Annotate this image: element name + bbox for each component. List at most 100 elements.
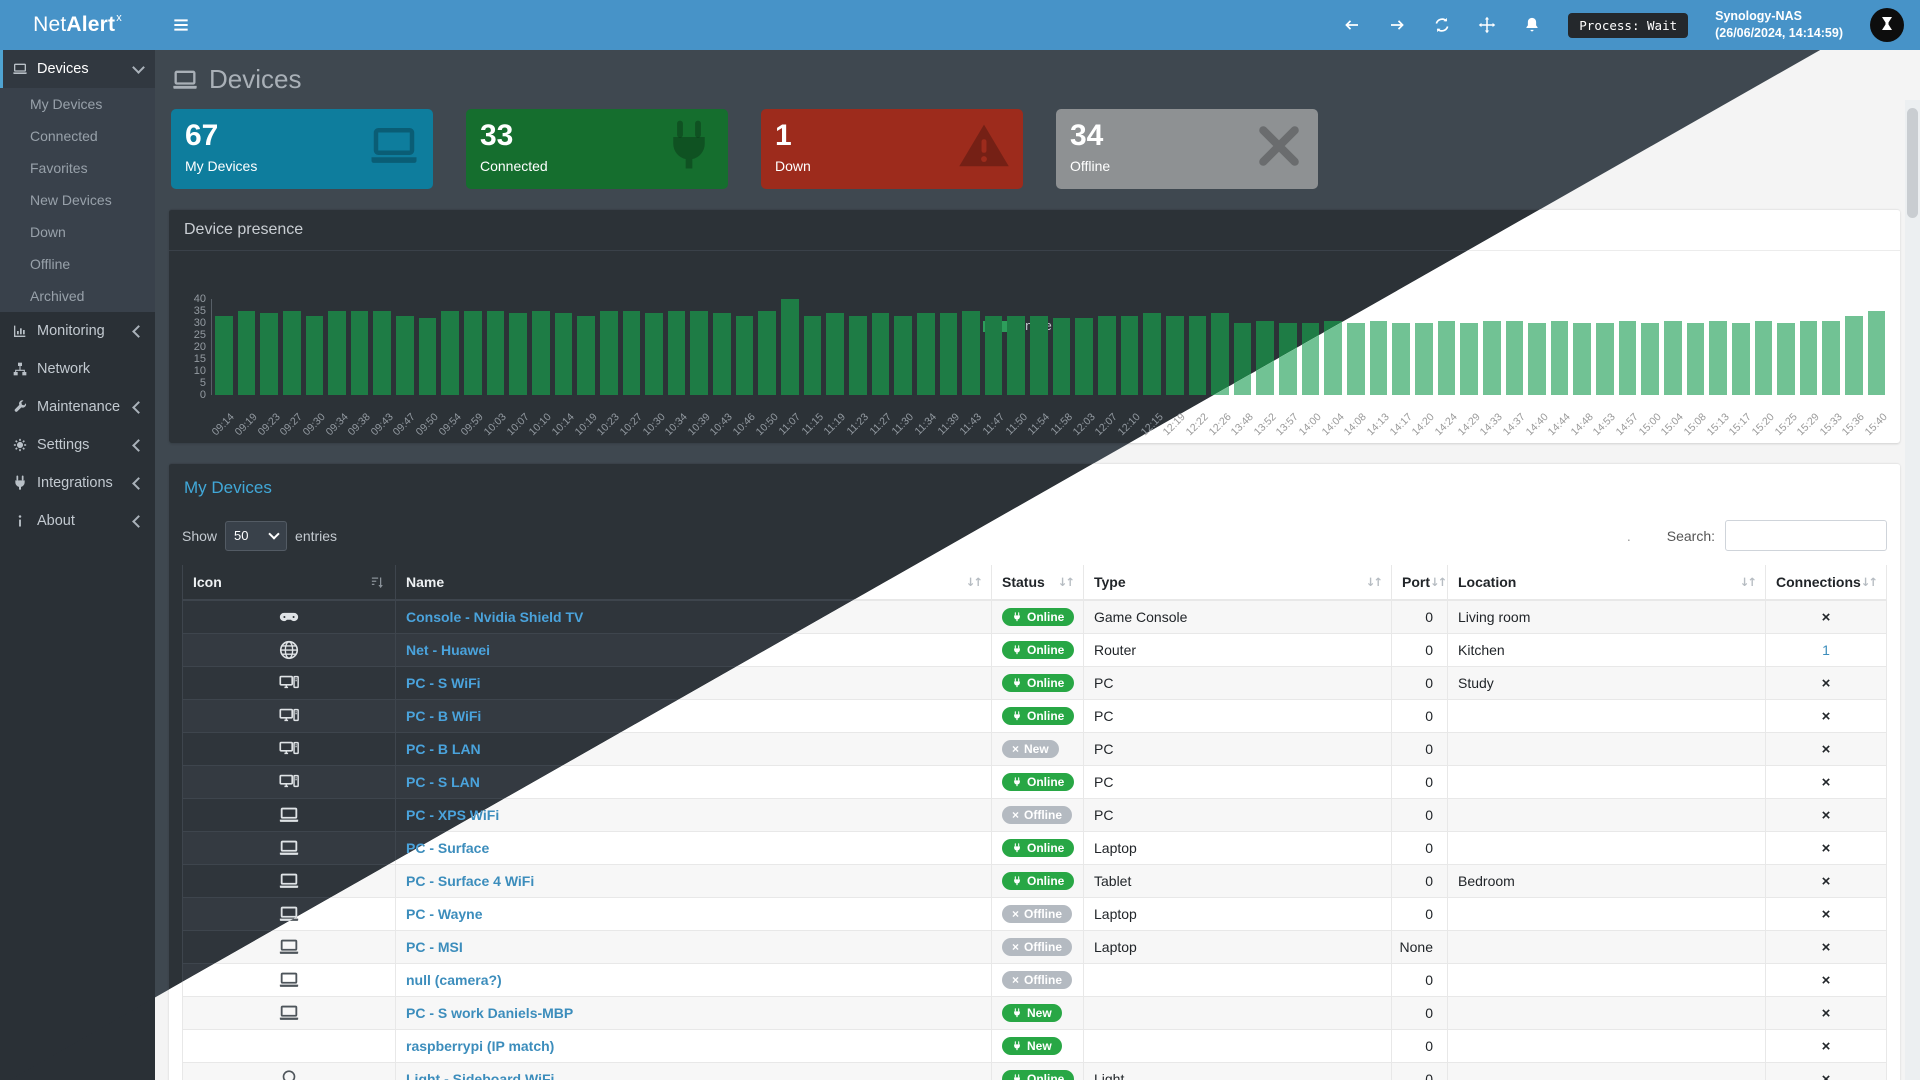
card-connected[interactable]: 33 Connected <box>466 109 728 189</box>
scrollbar-thumb[interactable] <box>1907 108 1918 218</box>
table-row[interactable]: Light - Sideboard WiFi Online Light <box>182 1063 1887 1080</box>
card-down[interactable]: 1 Down <box>761 109 1023 189</box>
bar-column[interactable]: 12:03 <box>1070 299 1097 438</box>
table-row[interactable]: PC - MSI × Offline Laptop None <box>182 931 1887 964</box>
bar-column[interactable]: 12:10 <box>1116 299 1143 438</box>
bar-column[interactable]: 15:13 <box>1704 299 1731 438</box>
bar-column[interactable]: 10:30 <box>640 299 667 438</box>
bar-column[interactable]: 15:40 <box>1863 299 1890 438</box>
bar-column[interactable]: 14:04 <box>1319 299 1347 438</box>
bar-column[interactable]: 14:08 <box>1342 299 1369 438</box>
bar-column[interactable]: 14:44 <box>1546 299 1573 438</box>
bar-column[interactable]: 09:47 <box>391 299 418 438</box>
sidebar-item-devices[interactable]: Devices <box>0 50 155 88</box>
bar-column[interactable]: 15:17 <box>1727 299 1754 438</box>
device-name-link[interactable]: PC - S work Daniels-MBP <box>406 1005 574 1021</box>
bar-column[interactable]: 11:30 <box>890 299 916 438</box>
bar-column[interactable]: 12:26 <box>1206 299 1233 438</box>
card-offline[interactable]: 34 Offline <box>1056 109 1318 189</box>
refresh-icon[interactable] <box>1433 16 1451 34</box>
bar-column[interactable]: 10:34 <box>663 299 690 438</box>
bar-column[interactable]: 14:37 <box>1501 299 1528 438</box>
bar-column[interactable]: 12:07 <box>1093 299 1120 438</box>
bar-column[interactable]: 09:34 <box>323 299 350 438</box>
bar-column[interactable]: 11:50 <box>1003 299 1030 438</box>
bar-column[interactable]: 14:33 <box>1478 299 1505 438</box>
table-row[interactable]: PC - Wayne × Offline Laptop 0 <box>182 898 1887 931</box>
bar-column[interactable]: 09:23 <box>255 299 282 438</box>
table-row[interactable]: PC - S work Daniels-MBP New 0 <box>182 997 1887 1030</box>
col-header-location[interactable]: Location↓↑ <box>1448 565 1766 599</box>
table-row[interactable]: raspberrypi (IP match) New 0 <box>182 1030 1887 1063</box>
device-name-link[interactable]: raspberrypi (IP match) <box>406 1038 555 1054</box>
bar-column[interactable]: 10:27 <box>618 299 645 438</box>
bar-column[interactable]: 15:29 <box>1795 299 1822 438</box>
move-icon[interactable] <box>1478 16 1496 34</box>
col-header-status[interactable]: Status↓↑ <box>992 565 1084 599</box>
bar-column[interactable]: 10:10 <box>527 299 554 438</box>
device-name-link[interactable]: PC - Surface <box>406 840 490 856</box>
bar-column[interactable]: 15:25 <box>1772 299 1799 438</box>
bar-column[interactable]: 09:43 <box>369 299 396 438</box>
sidebar-item-integrations[interactable]: Integrations <box>0 464 155 502</box>
bar-column[interactable]: 11:34 <box>912 299 939 438</box>
bar-column[interactable]: 09:27 <box>278 299 305 438</box>
device-name-link[interactable]: PC - S WiFi <box>406 675 481 691</box>
sidebar-item-monitoring[interactable]: Monitoring <box>0 312 155 350</box>
bar-column[interactable]: 15:36 <box>1840 299 1867 438</box>
bar-column[interactable]: 09:38 <box>346 299 373 438</box>
bar-column[interactable]: 10:03 <box>482 299 509 438</box>
bar-column[interactable]: 09:54 <box>436 299 464 438</box>
device-name-link[interactable]: PC - S LAN <box>406 774 480 790</box>
device-name-link[interactable]: PC - B LAN <box>406 741 481 757</box>
scrollbar[interactable] <box>1905 100 1920 1080</box>
col-header-port[interactable]: Port↓↑ <box>1392 565 1448 599</box>
bar-column[interactable]: 12:15 <box>1138 299 1165 438</box>
bar-column[interactable]: 12:19 <box>1161 299 1188 438</box>
bar-column[interactable]: 09:30 <box>301 299 328 438</box>
sidebar-item-offline[interactable]: Offline <box>30 256 71 272</box>
sidebar-item-archived[interactable]: Archived <box>30 288 85 304</box>
bar-column[interactable]: 15:00 <box>1636 299 1663 438</box>
bar-column[interactable]: 11:43 <box>958 299 984 438</box>
bar-column[interactable]: 15:04 <box>1659 299 1686 438</box>
bar-column[interactable]: 10:39 <box>686 299 713 438</box>
device-name-link[interactable]: Console - Nvidia Shield TV <box>406 609 584 625</box>
sidebar-item-my-devices[interactable]: My Devices <box>30 96 103 112</box>
bar-column[interactable]: 11:58 <box>1048 299 1075 438</box>
sidebar-item-settings[interactable]: Settings <box>0 426 155 464</box>
bar-column[interactable]: 11:39 <box>935 299 962 438</box>
page-size-select[interactable]: 50 <box>225 520 288 551</box>
bar-column[interactable]: 10:50 <box>753 299 781 438</box>
bar-column[interactable]: 11:27 <box>867 299 894 438</box>
bar-column[interactable]: 10:07 <box>504 299 531 438</box>
sidebar-item-favorites[interactable]: Favorites <box>30 160 88 176</box>
sidebar-item-maintenance[interactable]: Maintenance <box>0 388 155 426</box>
bar-column[interactable]: 10:46 <box>731 299 758 438</box>
bar-column[interactable]: 14:48 <box>1568 299 1596 438</box>
bar-column[interactable]: 14:53 <box>1591 299 1618 438</box>
device-name-link[interactable]: PC - MSI <box>406 939 463 955</box>
col-header-connections[interactable]: Connections↓↑ <box>1766 565 1887 599</box>
device-name-link[interactable]: Net - Huawei <box>406 642 491 658</box>
bar-column[interactable]: 14:17 <box>1387 299 1414 438</box>
bar-column[interactable]: 15:33 <box>1818 299 1845 438</box>
device-name-link[interactable]: PC - Wayne <box>406 906 483 922</box>
menu-icon[interactable] <box>171 15 191 35</box>
device-name-link[interactable]: PC - B WiFi <box>406 708 482 724</box>
sidebar-item-new-devices[interactable]: New Devices <box>30 192 112 208</box>
bar-column[interactable]: 15:08 <box>1682 299 1709 438</box>
bell-icon[interactable] <box>1523 16 1541 34</box>
bar-column[interactable]: 14:20 <box>1410 299 1437 438</box>
avatar[interactable] <box>1870 8 1904 42</box>
bar-column[interactable]: 10:19 <box>572 299 599 438</box>
col-header-icon[interactable]: Icon <box>182 565 396 599</box>
bar-column[interactable]: 11:07 <box>777 299 803 438</box>
table-row[interactable]: PC - Surface 4 WiFi Online Tablet <box>182 865 1887 898</box>
bar-column[interactable]: 09:59 <box>459 299 486 438</box>
bar-column[interactable]: 09:50 <box>414 299 441 438</box>
bar-column[interactable]: 11:23 <box>845 299 871 438</box>
bar-column[interactable]: 11:15 <box>799 299 826 438</box>
card-my-devices[interactable]: 67 My Devices <box>171 109 433 189</box>
bar-column[interactable]: 14:57 <box>1614 299 1641 438</box>
